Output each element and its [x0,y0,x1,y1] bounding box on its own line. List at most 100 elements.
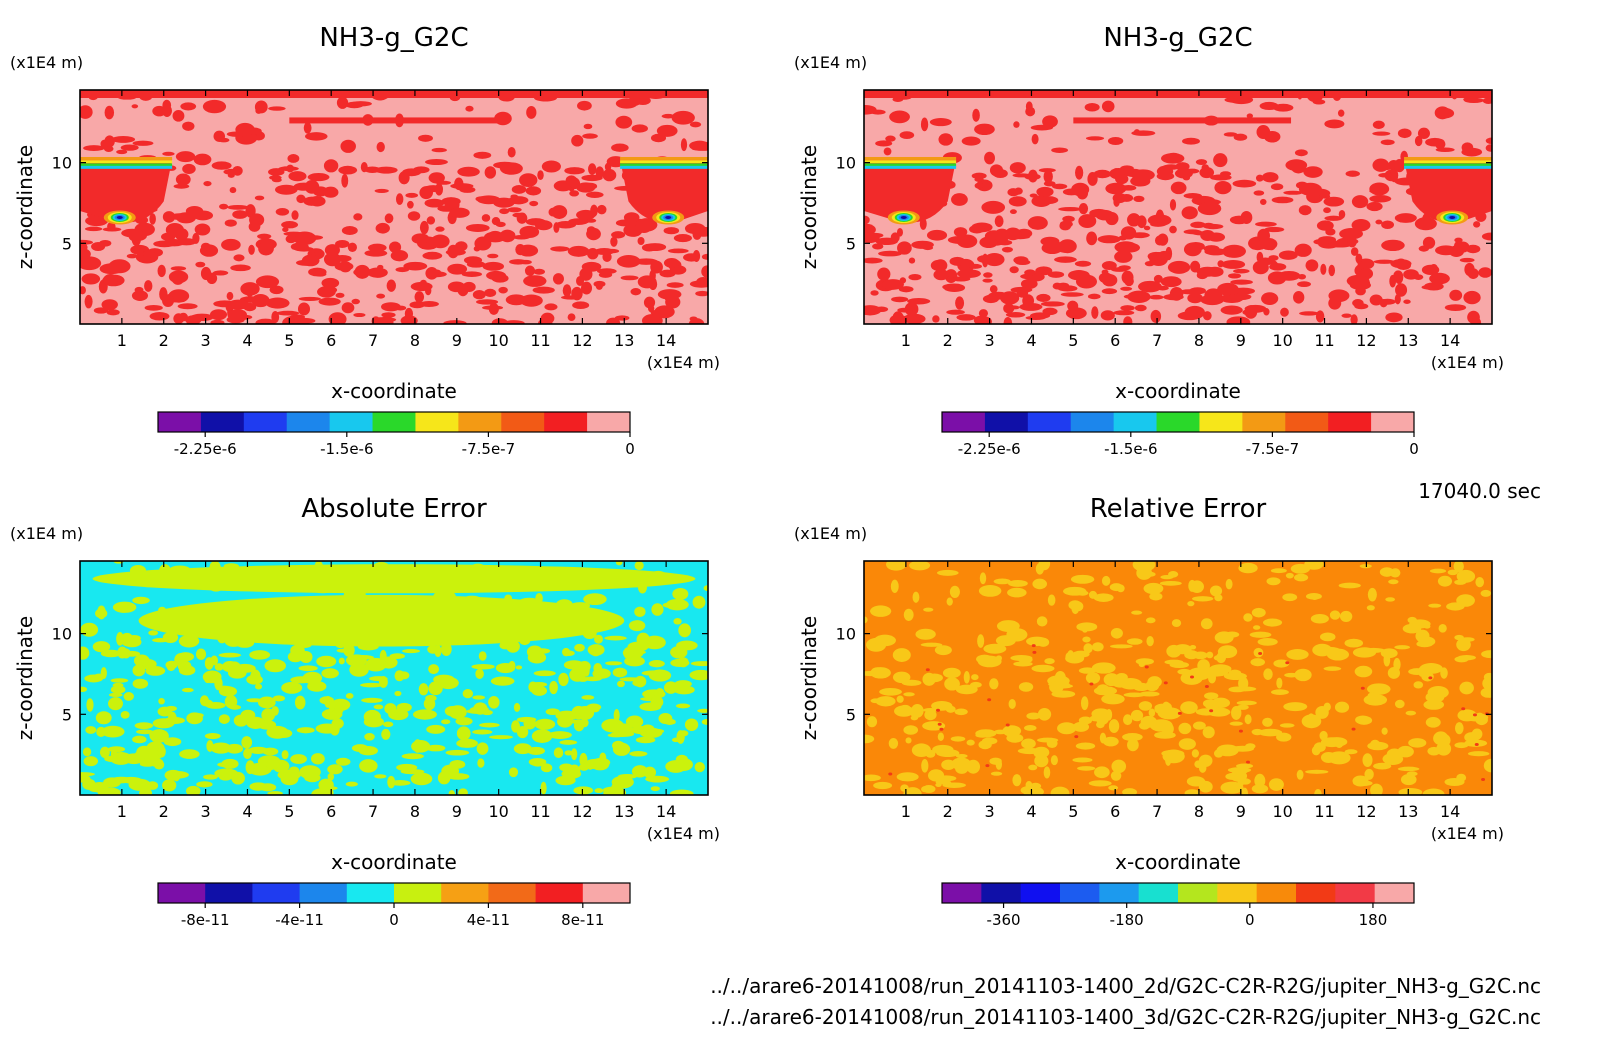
field-patch [1111,759,1127,774]
field-patch [911,240,934,249]
colorbar-tick-label: 0 [625,440,635,458]
field-patch [1057,282,1070,288]
field-patch [548,731,572,739]
field-patch [1096,713,1109,725]
field-patch [182,121,195,131]
field-patch [1301,714,1322,729]
field-patch [1413,681,1424,689]
colorbar-swatch [1113,412,1158,432]
y-tick-label: 10 [836,625,856,644]
field-patch [1366,201,1383,212]
field-patch [1278,250,1298,260]
field-core [900,215,907,219]
field-patch [1216,744,1239,757]
field-patch [932,744,954,755]
field-patch [170,266,187,271]
field-area [864,90,1492,324]
field-patch [162,211,176,223]
field-patch [590,204,598,217]
x-axis-label: x-coordinate [331,379,457,403]
field-patch [678,623,691,638]
field-patch [1393,270,1404,281]
field-patch [411,740,431,753]
field-patch [1310,613,1329,624]
field-patch [182,163,196,174]
field-patch [635,736,656,744]
field-patch [1204,666,1229,677]
field-patch [1178,722,1192,735]
field-patch [103,777,121,788]
field-patch [531,685,548,696]
field-patch [196,781,213,788]
colorbar-swatch [1020,883,1061,903]
field-patch [1082,636,1091,643]
field-patch [1369,294,1383,306]
field-patch [1110,627,1123,639]
field-patch [1166,644,1182,658]
field-patch [375,222,390,234]
field-patch [387,775,396,789]
field-patch [923,607,934,612]
field-band [1404,163,1492,167]
field-patch [1181,206,1198,220]
field-patch [447,263,468,275]
field-patch [445,749,470,756]
field-patch [701,265,708,278]
field-patch [1175,162,1190,171]
field-patch [426,744,446,752]
colorbar-swatch [252,883,301,903]
field-patch [162,99,172,111]
field-patch [864,734,875,744]
field-patch [1123,294,1140,299]
field-patch [1188,579,1197,592]
field-patch [1435,245,1457,256]
field-patch [1286,649,1309,660]
field-patch [1182,137,1200,145]
field-patch [80,646,90,660]
field-patch [82,778,96,790]
field-patch [571,134,584,147]
field-patch [110,685,126,694]
field-patch [1394,645,1411,650]
field-patch [683,253,700,262]
x-tick-label: 4 [1026,802,1036,821]
field-patch [1115,173,1129,185]
field-speck [1351,727,1356,731]
field-patch [490,676,515,686]
field-patch [961,136,981,146]
field-patch [465,223,490,232]
field-patch [410,772,433,786]
field-patch [257,696,276,709]
field-patch [1444,304,1467,311]
field-patch [1087,293,1101,300]
colorbar-tick-label: 4e-11 [467,911,510,929]
field-patch [476,195,501,205]
field-patch [478,651,487,661]
field-patch [872,243,884,250]
field-patch [635,218,658,232]
field-patch [322,186,339,198]
field-patch [1480,589,1492,597]
field-patch [977,634,985,648]
field-patch [1043,169,1053,184]
field-patch [338,657,345,665]
colorbar-tick-label: -7.5e-7 [462,440,515,458]
colorbar-swatch [299,883,348,903]
field-patch [1481,232,1492,241]
field-patch [310,753,325,765]
field-patch [663,258,680,268]
field-patch [1484,685,1492,698]
field-patch [670,658,690,668]
field-patch [227,204,249,210]
x-tick-label: 3 [985,802,995,821]
field-patch [1153,274,1163,284]
field-patch [937,732,944,742]
field-patch [1008,698,1016,709]
field-patch [108,697,123,711]
field-patch [920,642,943,647]
field-patch [1455,241,1470,253]
field-patch [1367,587,1377,602]
field-patch [519,173,538,187]
field-patch [1108,785,1119,791]
colorbar-swatch [1070,412,1115,432]
